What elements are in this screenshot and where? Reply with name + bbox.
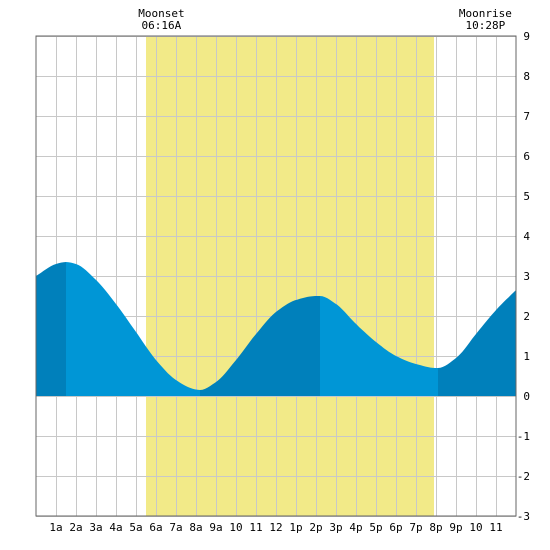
- moonrise-label: Moonrise: [459, 7, 512, 20]
- x-axis-labels: 1a 2a 3a 4a 5a 6a 7a 8a 9a 10 11 12 1p 2p 3p 4p 5p 6p 7p 8p…: [49, 521, 502, 534]
- y-tick-label: 3: [523, 270, 530, 283]
- x-tick-label: 3a: [89, 521, 102, 534]
- x-tick-label: 8p: [429, 521, 442, 534]
- y-tick-label: -3: [517, 510, 530, 523]
- y-tick-label: 9: [523, 30, 530, 43]
- falling-tide-segment: [320, 296, 438, 396]
- x-tick-label: 10: [469, 521, 482, 534]
- x-tick-label: 7a: [169, 521, 182, 534]
- x-tick-label: 1p: [289, 521, 302, 534]
- y-tick-label: 0: [523, 390, 530, 403]
- x-tick-label: 1a: [49, 521, 62, 534]
- moonset-label: Moonset: [138, 7, 184, 20]
- x-tick-label: 11: [249, 521, 262, 534]
- y-tick-label: 4: [523, 230, 530, 243]
- y-tick-label: -1: [517, 430, 530, 443]
- x-tick-label: 10: [229, 521, 242, 534]
- x-tick-label: 5a: [129, 521, 142, 534]
- rising-tide-segment: [438, 290, 516, 396]
- moonrise-time: 10:28P: [466, 19, 506, 32]
- x-tick-label: 11: [489, 521, 502, 534]
- x-tick-label: 4p: [349, 521, 362, 534]
- falling-tide-segment: [66, 262, 200, 396]
- x-tick-label: 3p: [329, 521, 342, 534]
- x-tick-label: 9a: [209, 521, 222, 534]
- y-tick-label: 7: [523, 110, 530, 123]
- x-tick-label: 8a: [189, 521, 202, 534]
- x-tick-label: 4a: [109, 521, 122, 534]
- y-axis-labels: -3 -2 -1 0 1 2 3 4 5 6 7 8 9: [517, 30, 531, 523]
- tide-area: [36, 262, 516, 396]
- rising-tide-segment: [36, 262, 66, 396]
- plot-frame: [35, 35, 517, 517]
- y-tick-label: 6: [523, 150, 530, 163]
- x-tick-label: 9p: [449, 521, 462, 534]
- y-tick-label: 1: [523, 350, 530, 363]
- x-tick-label: 5p: [369, 521, 382, 534]
- y-tick-label: 8: [523, 70, 530, 83]
- moonset-time: 06:16A: [142, 19, 182, 32]
- y-tick-label: 5: [523, 190, 530, 203]
- rising-tide-segment: [200, 296, 320, 396]
- x-tick-label: 12: [269, 521, 282, 534]
- x-tick-label: 6p: [389, 521, 402, 534]
- y-tick-label: 2: [523, 310, 530, 323]
- x-tick-label: 2a: [69, 521, 82, 534]
- x-tick-label: 2p: [309, 521, 322, 534]
- x-tick-label: 6a: [149, 521, 162, 534]
- y-tick-label: -2: [517, 470, 530, 483]
- x-tick-label: 7p: [409, 521, 422, 534]
